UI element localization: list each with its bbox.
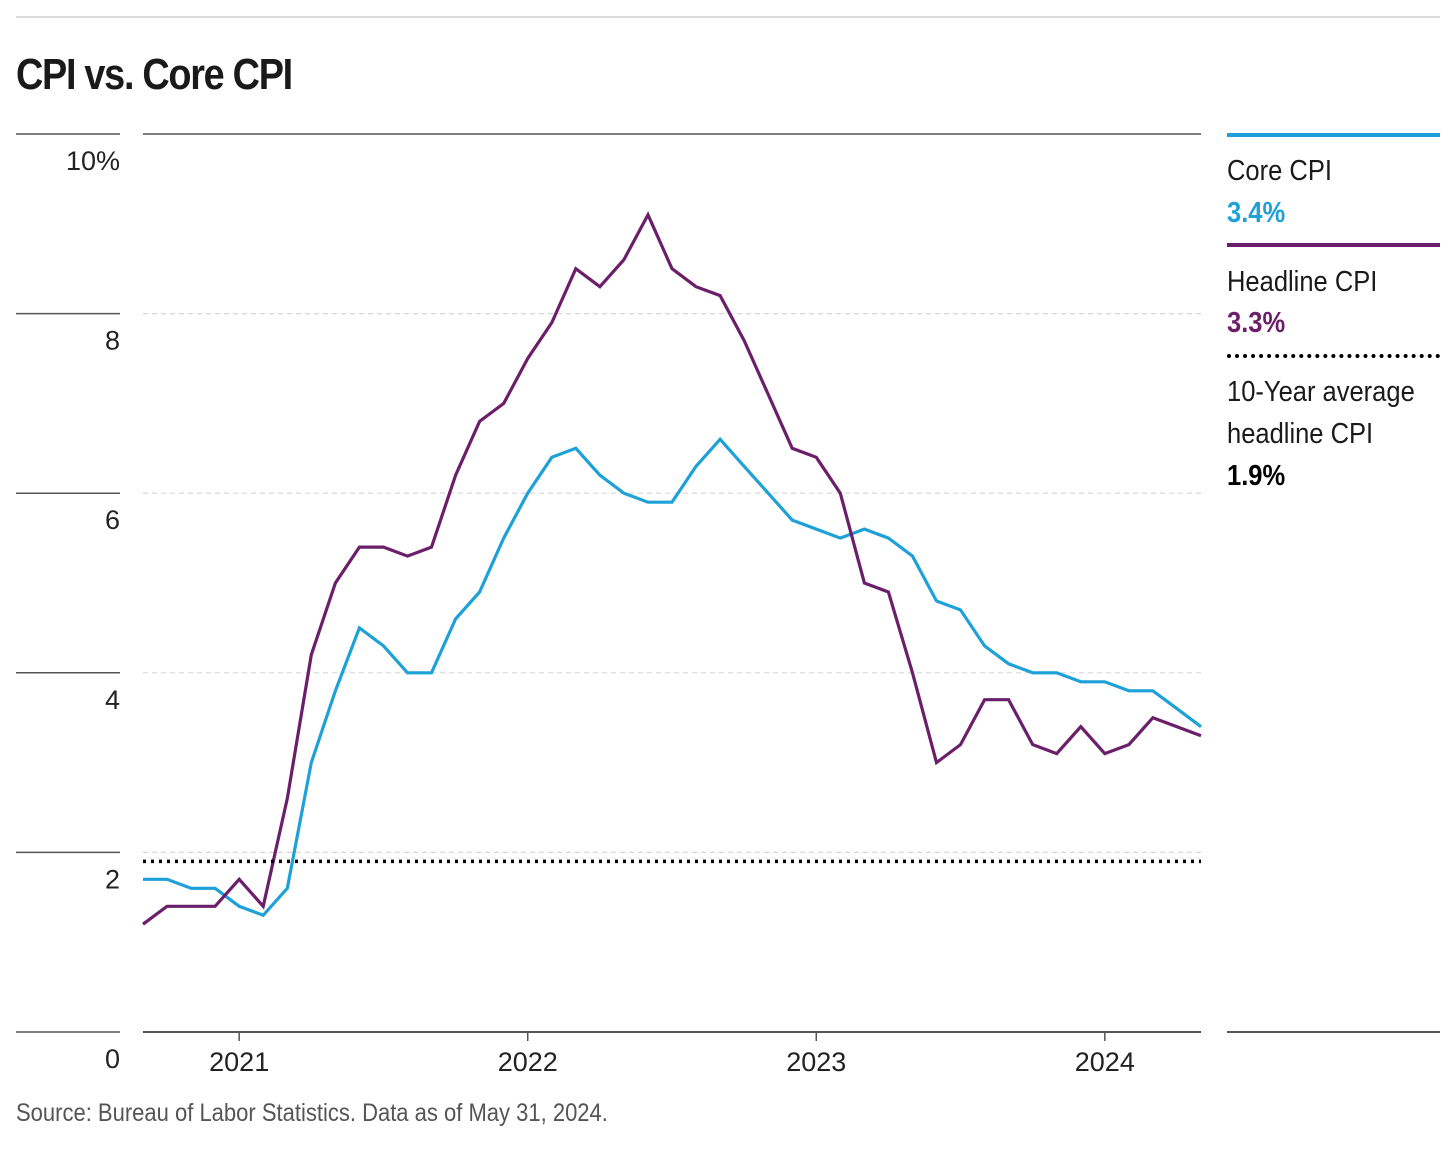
- legend-swatch-core-cpi: [1227, 133, 1440, 137]
- legend-swatch-ten-year-average: [1227, 354, 1440, 358]
- legend-value-headline-cpi: 3.3%: [1227, 307, 1286, 339]
- legend-core-cpi: Core CPI 3.4%: [1227, 133, 1440, 243]
- y-tick-label: 6: [105, 505, 120, 535]
- legend-value-core-cpi: 3.4%: [1227, 197, 1286, 229]
- x-tick-label: 2021: [209, 1047, 269, 1077]
- y-tick-label: 10%: [66, 146, 120, 176]
- x-tick-label: 2024: [1075, 1047, 1135, 1077]
- top-divider: [16, 16, 1440, 18]
- core-cpi-series-line: [143, 436, 1202, 918]
- grid-layer: [143, 313, 1201, 854]
- y-tick-label: 0: [105, 1044, 120, 1074]
- legend-headline-cpi: Headline CPI 3.3%: [1227, 243, 1440, 353]
- chart-title: CPI vs. Core CPI: [16, 50, 293, 99]
- legend-swatch-headline-cpi: [1227, 243, 1440, 247]
- legend-ten-year-average: 10-Year average headline CPI 1.9%: [1227, 354, 1440, 504]
- legend-value-ten-year-average: 1.9%: [1227, 460, 1286, 492]
- headline-cpi-series-line: [142, 211, 1202, 926]
- legend-label-core-cpi: Core CPI: [1227, 155, 1332, 187]
- y-tick-label: 2: [105, 864, 120, 894]
- x-tick-label: 2022: [498, 1047, 558, 1077]
- y-tick-label: 4: [105, 685, 120, 715]
- series-layer: [142, 211, 1202, 926]
- legend-label-headline-cpi: Headline CPI: [1227, 266, 1378, 298]
- legend-label-ten-year-average: 10-Year average headline CPI: [1227, 376, 1415, 450]
- source-note: Source: Bureau of Labor Statistics. Data…: [16, 1099, 608, 1127]
- x-tick-label: 2023: [786, 1047, 846, 1077]
- axis-layer: 10% 8 6 4 2 0 2021 2022 2023 2024: [16, 133, 1440, 1077]
- y-tick-label: 8: [105, 326, 120, 356]
